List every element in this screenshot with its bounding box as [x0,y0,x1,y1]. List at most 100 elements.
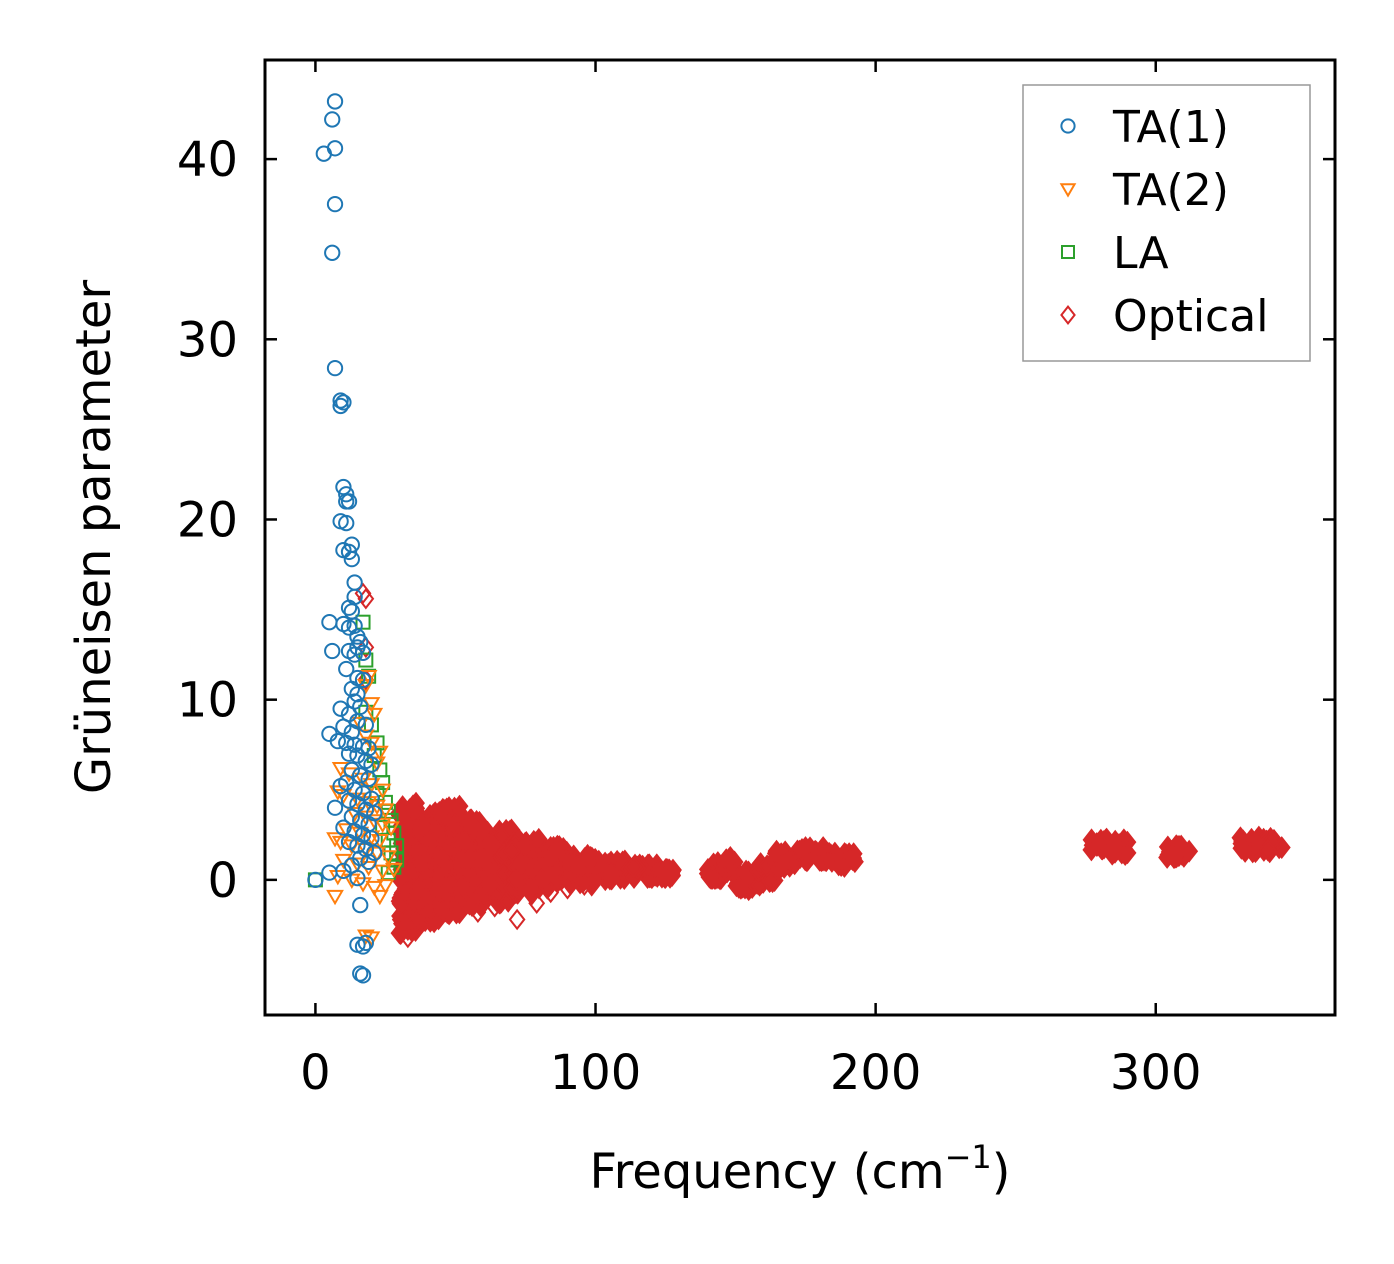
optical-point [399,926,417,949]
optical-band-point [655,865,674,889]
ta-2-point [382,821,400,837]
y-tick-label: 20 [177,492,238,548]
y-tick-label: 10 [177,673,238,729]
ta-1-point [338,514,355,532]
optical-band-point [512,852,531,876]
ta-1-point [307,871,324,889]
optical-band-point [532,868,551,892]
ta-1-point [340,792,358,809]
ta-1-point [335,394,352,411]
optical-point [452,890,470,913]
ta-1-point [354,644,372,661]
legend-marker-ta-2 [1059,183,1077,198]
plot-frame [263,58,1337,1017]
optical-point [486,896,504,918]
ta-1-point [354,671,372,688]
ta-2-point [365,880,384,897]
optical-band-point [793,838,811,862]
ta-2-point [365,707,384,724]
ta-1-point [338,660,355,678]
ta-2-point [384,862,403,879]
optical-band-point [729,876,748,899]
legend: TA(1) TA(2) LA Optical [1022,84,1311,362]
optical-band-point [461,812,480,836]
optical-band-point [546,838,565,862]
ta-1-point [360,770,377,788]
ta-1-point [326,196,344,213]
ta-1-point [326,359,344,377]
optical-band-point [624,855,643,879]
ta-1-point [349,686,366,703]
x-tick-label: 100 [550,1045,642,1101]
optical-point [402,919,420,942]
la-point [355,614,371,630]
optical-band-point [842,847,861,871]
optical-band-point [515,834,534,858]
ta-2-point [376,879,395,895]
optical-band-point [567,854,586,878]
ta-1-point [324,642,341,660]
ta-2-point [370,834,389,850]
ta-2-point [362,931,381,947]
ta-1-point [366,844,383,861]
optical-band-point [432,803,451,827]
ta-2-point [373,783,392,799]
optical-point [469,901,487,924]
ta-2-point [356,729,375,745]
x-tick-label: 300 [1110,1045,1202,1101]
x-axis-label-superscript: −1 [945,1138,992,1176]
legend-label-ta-1: TA(1) [1112,102,1229,153]
ta-1-point [343,680,360,698]
optical-band-point [1103,841,1122,865]
optical-band-point [602,863,621,887]
ta-1-point [315,145,332,162]
optical-point [357,636,375,659]
ta-1-point [357,716,374,734]
ta-1-point [332,392,349,409]
ta-1-point [335,819,352,836]
x-axis-label: Frequency (cm−1) [589,1138,1010,1200]
ta-1-point [352,767,369,784]
optical-band-point [412,851,431,875]
ta-1-point [340,493,358,510]
x-axis-label-close: ) [992,1144,1011,1200]
optical-point [433,897,450,920]
optical-point [407,910,425,933]
y-tick-label: 30 [177,312,238,368]
ta-1-point [338,486,355,503]
optical-band-point [455,830,474,854]
optical-band-point [481,872,500,896]
ta-1-point [360,853,377,870]
legend-label-la: LA [1113,228,1169,279]
ta-2-point [370,745,389,762]
ta-1-point [346,574,363,591]
ta-1-point [324,244,341,261]
ticks-layer: 0 100 200 300 0 10 20 30 40 [177,60,1335,1101]
x-tick-label: 200 [830,1045,922,1101]
data-layer [307,93,1291,984]
optical-band-point [480,832,499,856]
x-axis-label-main: Frequency (cm [589,1144,944,1200]
ta-1-point [340,543,358,561]
ta-1-point [326,93,344,110]
ta-2-point [379,850,398,866]
optical-point [528,892,546,915]
optical-point [542,881,560,904]
ta-1-point [340,599,358,616]
ta-1-point [360,740,377,757]
legend-marker-ta-1 [1060,118,1076,134]
ta-1-point [349,639,366,656]
ta-1-point [349,837,366,854]
optical-band-point [662,860,681,884]
ta-1-point [332,700,349,717]
optical-band-point [1258,838,1277,862]
optical-band-point [459,848,478,872]
legend-label-ta-2: TA(2) [1112,165,1229,216]
legend-marker-la [1061,245,1075,259]
optical-band-point [502,839,521,863]
ta-2-point [373,864,392,880]
ta-1-point [329,732,346,750]
optical-band-point [1159,843,1178,867]
ta-1-point [321,864,338,881]
